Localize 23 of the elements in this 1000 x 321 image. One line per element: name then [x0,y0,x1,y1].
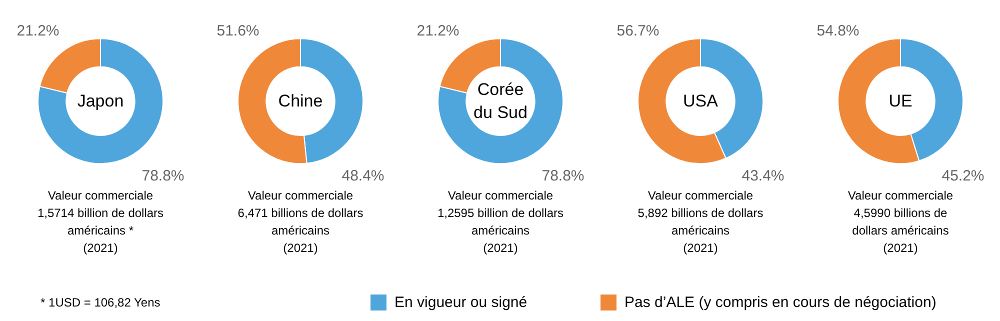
legend-label: En vigueur ou signé [394,294,528,311]
text: Corée du Sud [474,80,528,122]
data-label: 78.8% [142,168,184,185]
data-label: 45.2% [942,168,984,185]
data-label: 43.4% [742,168,784,185]
data-label: 21.2% [16,22,60,40]
data-label: 51.6% [216,22,260,40]
text: Valeur commerciale 6,471 billions de dollars américains (2021) [238,188,364,256]
data-label: 21.2% [416,22,460,40]
data-label: 54.8% [816,22,860,40]
text: USA [683,92,719,111]
text: Valeur commerciale 5,892 billions de dollars américains (2021) [638,188,764,256]
text: Valeur commerciale 1,2595 billion de dollars américains (2021) [437,188,564,256]
data-label: 78.8% [542,168,584,185]
text: * 1USD = 106,82 Yens [40,296,160,310]
text: Valeur commerciale 4,5990 billions de dollars américains (2021) [848,188,954,256]
text: Japon [77,92,124,111]
text: Valeur commerciale 1,5714 billion de dollars américains * (2021) [37,188,164,256]
legend-label: Pas d’ALE (y compris en cours de négociation) [624,294,936,311]
data-label: 48.4% [342,168,384,185]
text: Chine [278,92,323,111]
text: UE [888,92,912,111]
data-label: 56.7% [616,22,660,40]
